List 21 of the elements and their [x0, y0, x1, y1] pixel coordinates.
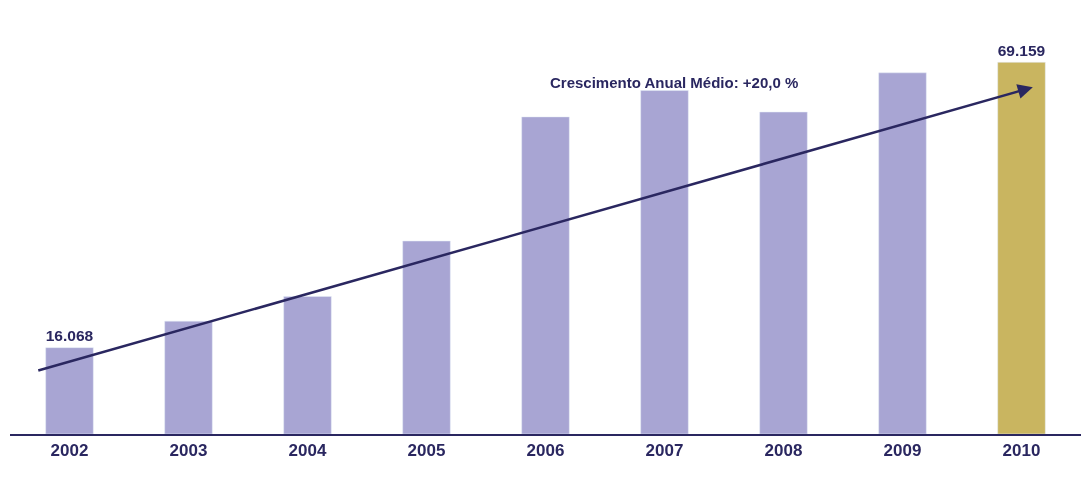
x-tick-label: 2006 — [526, 441, 565, 461]
bar — [521, 116, 570, 434]
bar — [283, 296, 332, 434]
bar — [164, 320, 213, 434]
x-tick-label: 2010 — [1002, 441, 1041, 461]
x-tick-label: 2007 — [645, 441, 684, 461]
x-tick-label: 2002 — [50, 441, 89, 461]
bar — [45, 347, 94, 434]
x-tick-label: 2008 — [764, 441, 803, 461]
bar — [878, 72, 927, 434]
annotation: Crescimento Anual Médio: +20,0 % — [550, 74, 799, 91]
data-label: 16.068 — [45, 326, 94, 344]
data-label: 69.159 — [997, 41, 1046, 59]
x-tick-label: 2005 — [407, 441, 446, 461]
bar — [640, 90, 689, 434]
bar — [997, 62, 1046, 434]
bar — [759, 111, 808, 434]
x-tick-label: 2003 — [169, 441, 208, 461]
x-tick-label: 2009 — [883, 441, 922, 461]
bar — [402, 240, 451, 434]
x-tick-label: 2004 — [288, 441, 327, 461]
